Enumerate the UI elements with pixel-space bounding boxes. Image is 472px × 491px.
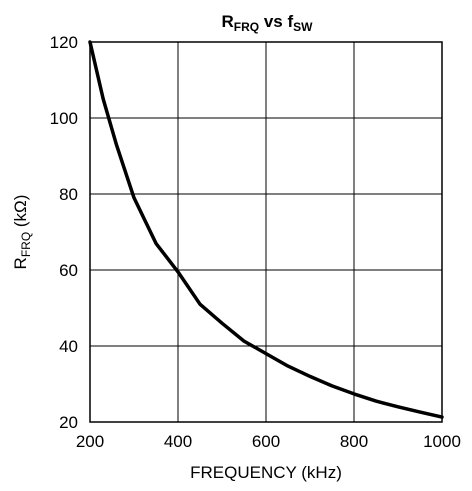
y-axis-label: RFRQ (kΩ)	[11, 195, 33, 270]
y-axis-label-unit: (kΩ)	[11, 195, 30, 232]
y-tick-label: 120	[50, 33, 78, 52]
y-tick-label: 80	[59, 185, 78, 204]
y-tick-labels: 20 40 60 80 100 120	[50, 33, 78, 432]
chart-title-main-subscript: FRQ	[234, 20, 259, 34]
chart-title-mid: vs f	[259, 12, 293, 31]
chart-title: RFRQ vs fSW	[222, 12, 314, 34]
x-tick-label: 600	[252, 432, 280, 451]
x-tick-label: 1000	[423, 432, 461, 451]
grid	[89, 41, 443, 423]
y-tick-label: 20	[59, 413, 78, 432]
y-axis-label-main: R	[11, 257, 30, 269]
y-tick-label: 40	[59, 337, 78, 356]
x-axis-label: FREQUENCY (kHz)	[190, 463, 342, 482]
series-line	[88, 40, 444, 419]
x-tick-label: 400	[164, 432, 192, 451]
x-tick-labels: 200 400 600 800 1000	[76, 432, 461, 451]
y-axis-label-subscript: FRQ	[19, 232, 33, 257]
chart-title-mid-subscript: SW	[293, 20, 313, 34]
chart-title-main: R	[222, 12, 234, 31]
x-tick-label: 800	[340, 432, 368, 451]
y-tick-label: 100	[50, 109, 78, 128]
plot-frame	[89, 41, 443, 423]
x-tick-label: 200	[76, 432, 104, 451]
y-tick-label: 60	[59, 261, 78, 280]
